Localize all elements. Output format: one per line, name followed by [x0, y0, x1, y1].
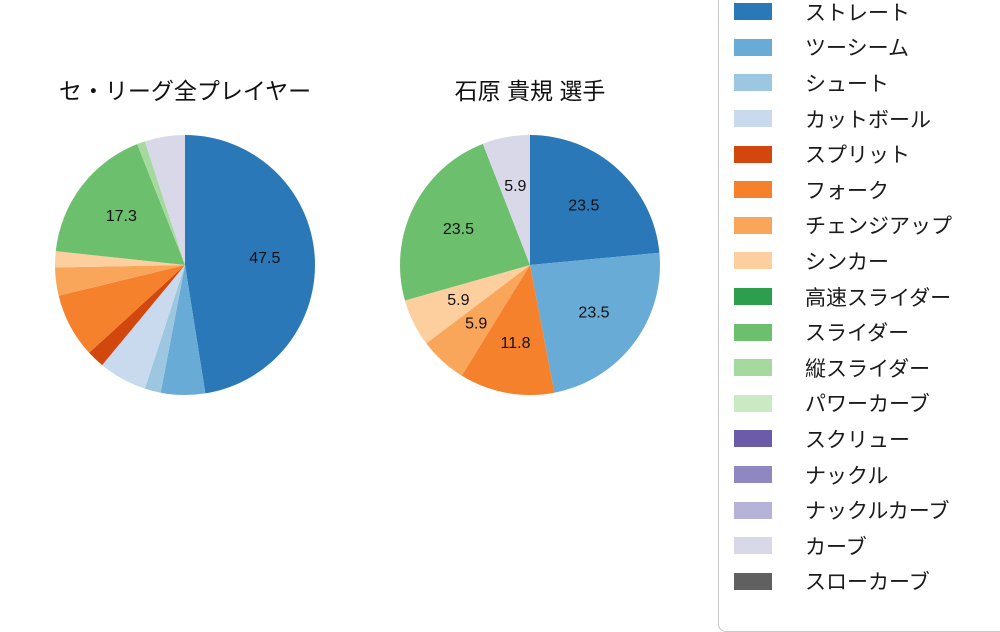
pie-slice — [55, 144, 185, 265]
legend-item: 縦スライダー — [734, 350, 1000, 386]
pie-percentage-label: 23.5 — [578, 305, 609, 322]
legend-label: カットボール — [805, 108, 931, 132]
pie-slice — [482, 135, 530, 265]
pie-slice — [426, 265, 530, 376]
legend-item: チェンジアップ — [734, 208, 1000, 244]
legend-color-swatch — [734, 3, 772, 21]
legend-item: カットボール — [734, 101, 1000, 137]
legend-item: スライダー — [734, 314, 1000, 350]
pie-slice — [144, 135, 185, 265]
pie-percentage-label: 5.9 — [447, 292, 469, 309]
pitch-type-legend: ストレートツーシームシュートカットボール スプリットフォークチェンジアップ シンカー… — [718, 0, 1000, 632]
legend-item: ナックルカーブ — [734, 492, 1000, 528]
pie-chart-league-all-players: 47.5 17.3 — [54, 135, 316, 396]
pie-slice — [400, 143, 530, 301]
pie-slice — [530, 135, 660, 265]
legend-item: スローカーブ — [734, 564, 1000, 600]
legend-label: スライダー — [805, 322, 910, 346]
legend-label: スプリット — [805, 144, 910, 168]
pie-slice — [55, 265, 185, 296]
pie-slice — [185, 135, 316, 394]
legend-color-swatch — [734, 110, 772, 128]
pie-percentage-label: 5.9 — [465, 316, 487, 333]
pie-slice — [461, 265, 555, 396]
legend-label: チェンジアップ — [805, 215, 952, 239]
legend-color-swatch — [734, 394, 772, 412]
pie-slice — [54, 251, 185, 268]
legend-item: パワーカーブ — [734, 386, 1000, 422]
legend-item: フォーク — [734, 172, 1000, 208]
legend-color-swatch — [734, 181, 772, 199]
legend-color-swatch — [734, 572, 772, 590]
legend-item: シンカー — [734, 243, 1000, 279]
legend-color-swatch — [734, 537, 772, 555]
legend-color-swatch — [734, 38, 772, 56]
legend-label: パワーカーブ — [805, 393, 930, 417]
pie-chart-player-ishihara: 23.5 23.5 11.8 5.9 5.9 23.5 5.9 — [400, 135, 660, 396]
pie-percentage-label: 5.9 — [504, 178, 526, 195]
legend-item: ナックル — [734, 457, 1000, 493]
pie-slice — [160, 265, 206, 396]
pie-slice — [102, 265, 185, 389]
pitch-type-comparison-page: { "chart_data": [ { "type": "pie", "titl… — [54, 0, 1000, 632]
pie-percentage-label: 17.3 — [106, 208, 137, 225]
pie-percentage-label: 47.5 — [249, 250, 280, 267]
pie-slice — [144, 265, 185, 393]
legend-item: ツーシーム — [734, 30, 1000, 66]
legend-color-swatch — [734, 359, 772, 377]
legend-item: スクリュー — [734, 421, 1000, 457]
legend-label: シンカー — [805, 250, 889, 274]
legend-label: ナックルカーブ — [805, 500, 950, 524]
legend-item: ストレート — [734, 0, 1000, 30]
legend-label: フォーク — [805, 179, 889, 203]
pie-slice — [89, 265, 185, 366]
legend-item: シュート — [734, 65, 1000, 101]
pie-slice — [530, 252, 660, 393]
legend-label: 縦スライダー — [805, 357, 931, 381]
legend-label: ツーシーム — [805, 37, 909, 61]
chart-title-league-all-players: セ・リーグ全プレイヤー — [58, 78, 312, 104]
legend-color-swatch — [734, 216, 772, 234]
legend-item: 高速スライダー — [734, 279, 1000, 315]
chart-title-player-ishihara: 石原 貴規 選手 — [454, 78, 606, 104]
legend-color-swatch — [734, 323, 772, 341]
legend-label: スローカーブ — [805, 571, 930, 595]
pie-percentage-label: 23.5 — [568, 197, 599, 214]
legend-color-swatch — [734, 288, 772, 306]
legend-color-swatch — [734, 252, 772, 270]
legend-item: スプリット — [734, 136, 1000, 172]
pie-slice — [137, 141, 185, 265]
legend-label: カーブ — [805, 535, 867, 559]
pie-slice — [404, 265, 530, 344]
pie-percentage-label: 11.8 — [501, 335, 531, 352]
legend-color-swatch — [734, 145, 772, 163]
pie-slice — [58, 265, 185, 353]
legend-label: スクリュー — [805, 428, 910, 452]
legend-label: 高速スライダー — [805, 286, 952, 310]
legend-color-swatch — [734, 430, 772, 448]
pie-percentage-label: 23.5 — [443, 221, 474, 238]
legend-label: ナックル — [805, 464, 889, 488]
legend-item: カーブ — [734, 528, 1000, 564]
legend-color-swatch — [734, 74, 772, 92]
legend-label: シュート — [805, 72, 889, 96]
legend-color-swatch — [734, 501, 772, 519]
legend-label: ストレート — [805, 1, 910, 25]
legend-color-swatch — [734, 466, 772, 484]
